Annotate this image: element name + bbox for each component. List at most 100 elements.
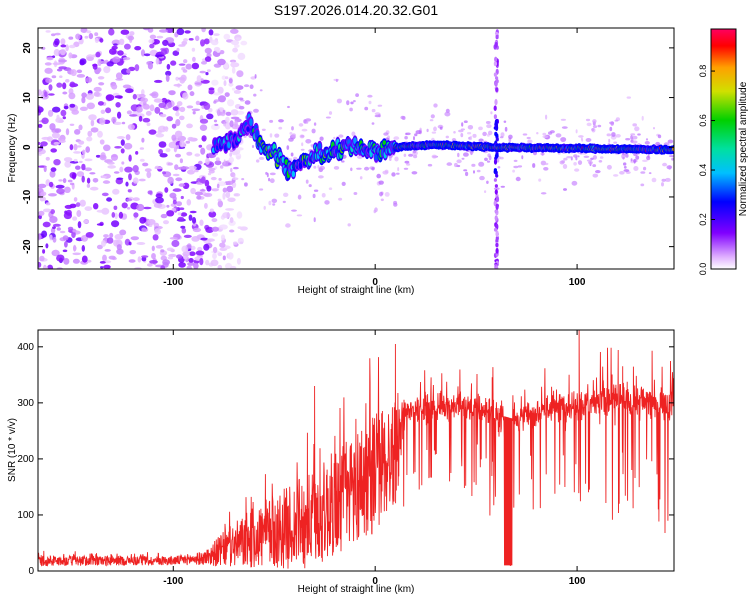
spectrogram-noise-blob — [69, 81, 76, 88]
spectrogram-noise-blob — [177, 166, 186, 170]
spectrogram-halo-blob — [609, 126, 613, 132]
spectrogram-noise-blob — [116, 177, 124, 180]
spectrogram-noise-blob — [116, 244, 122, 251]
spectrogram-noise-blob — [154, 228, 161, 235]
spectrogram-noise-blob — [166, 210, 175, 217]
spectrogram-halo-blob — [238, 97, 244, 101]
spectrogram-noise-blob — [187, 262, 195, 266]
spectrogram-halo-blob — [253, 93, 257, 97]
spectrogram-halo-blob — [333, 166, 340, 170]
spectrogram-noise-blob — [230, 265, 237, 269]
spectrogram-noise-blob — [40, 141, 48, 147]
spectrogram-noise-blob — [168, 253, 177, 258]
spectrogram-noise-blob — [41, 230, 48, 238]
spectrogram-noise-blob — [148, 39, 155, 44]
spectrogram-noise-blob — [230, 40, 240, 46]
spectrogram-noise-blob — [154, 54, 164, 58]
spectrogram-noise-blob — [158, 102, 167, 109]
spectrogram-line-cell — [291, 170, 296, 178]
spectrogram-halo-blob — [667, 139, 674, 144]
spectrogram-noise-blob — [124, 166, 133, 173]
spectrogram-halo-blob — [251, 145, 255, 148]
spectrogram-halo-blob — [297, 194, 302, 200]
spectrogram-halo-blob — [545, 114, 548, 120]
spectrogram-halo-blob — [522, 133, 528, 136]
spectrogram-noise-blob — [160, 49, 168, 55]
spectrogram-noise-blob — [101, 240, 106, 247]
snr-x-tick-label: 0 — [372, 576, 378, 587]
spectrogram-line-cell — [255, 129, 259, 138]
spectrogram-noise-blob — [210, 39, 219, 46]
spectrogram-noise-blob — [127, 124, 135, 130]
spectrogram-y-tick-label: 0 — [22, 144, 33, 150]
spectrogram-halo-blob — [527, 139, 533, 144]
snr-y-tick-label: 200 — [17, 454, 34, 465]
spectrogram-halo-blob — [563, 188, 567, 191]
spectrogram-noise-blob — [97, 76, 105, 80]
spectrogram-halo-blob — [463, 169, 468, 172]
spectrogram-halo-blob — [555, 133, 562, 138]
spectrogram-halo-blob — [249, 84, 254, 89]
spectrogram-artifact-blob — [495, 209, 499, 214]
spectrogram-halo-blob — [668, 155, 674, 158]
spectrogram-noise-blob — [204, 179, 210, 187]
spectrogram-halo-blob — [433, 126, 437, 132]
spectrogram-noise-blob — [105, 94, 115, 101]
spectrogram-artifact-blob — [495, 247, 499, 254]
spectrogram-halo-blob — [301, 142, 304, 147]
spectrogram-noise-blob — [179, 115, 185, 121]
spectrogram-noise-blob — [94, 37, 99, 44]
spectrogram-noise-blob — [147, 62, 153, 70]
spectrogram-noise-blob — [149, 34, 157, 40]
spectrogram-noise-blob — [42, 221, 51, 228]
spectrogram-noise-blob — [49, 234, 53, 241]
spectrogram-halo-blob — [573, 162, 577, 166]
spectrogram-noise-blob — [117, 111, 122, 119]
spectrogram-noise-blob — [71, 109, 79, 115]
spectrogram-halo-blob — [580, 137, 583, 141]
spectrogram-halo-blob — [538, 178, 542, 182]
spectrogram-noise-blob — [75, 165, 81, 170]
spectrogram-halo-blob — [592, 173, 599, 178]
spectrogram-noise-blob — [71, 230, 76, 239]
spectrogram-artifact-blob — [493, 227, 498, 232]
spectrogram-noise-blob — [55, 184, 65, 189]
spectrogram-noise-blob — [166, 116, 173, 122]
spectrogram-artifact-blob — [493, 105, 497, 111]
spectrogram-noise-blob — [138, 115, 143, 122]
spectrogram-noise-blob — [113, 43, 118, 46]
spectrogram-halo-blob — [378, 113, 381, 118]
spectrogram-halo-blob — [541, 152, 544, 156]
spectrogram-noise-blob — [63, 157, 73, 162]
spectrogram-noise-blob — [211, 226, 219, 232]
spectrogram-noise-blob — [51, 75, 57, 79]
spectrogram-noise-blob — [188, 258, 194, 263]
spectrogram-noise-blob — [134, 64, 140, 72]
spectrogram-noise-blob — [56, 188, 65, 195]
spectrogram-halo-blob — [291, 209, 297, 212]
spectrogram-noise-blob — [199, 178, 206, 183]
spectrogram-halo-blob — [321, 193, 326, 198]
spectrogram-noise-blob — [225, 116, 230, 123]
spectrogram-halo-blob — [608, 138, 611, 143]
spectrogram-noise-blob — [85, 93, 94, 100]
spectrogram-noise-blob — [79, 199, 86, 207]
spectrogram-noise-blob — [195, 250, 205, 256]
spectrogram-halo-blob — [472, 133, 477, 138]
spectrogram-halo-blob — [282, 200, 286, 204]
spectrogram-artifact-blob — [495, 124, 499, 131]
spectrogram-noise-blob — [69, 160, 79, 164]
spectrogram-noise-blob — [38, 233, 42, 241]
spectrogram-noise-blob — [101, 192, 109, 197]
spectrogram-noise-blob — [172, 173, 180, 177]
spectrogram-noise-blob — [38, 210, 45, 216]
spectrogram-halo-blob — [646, 155, 651, 161]
spectrogram-noise-blob — [191, 217, 197, 224]
spectrogram-noise-blob — [200, 39, 206, 47]
spectrogram-artifact-blob — [495, 87, 499, 92]
spectrogram-halo-blob — [497, 156, 501, 160]
spectrogram-noise-blob — [65, 44, 69, 52]
spectrogram-noise-blob — [177, 212, 182, 216]
spectrogram-halo-blob — [561, 126, 568, 129]
snr-panel: -100 0 100 0 100 200 300 400 Height of straight… — [7, 329, 675, 595]
